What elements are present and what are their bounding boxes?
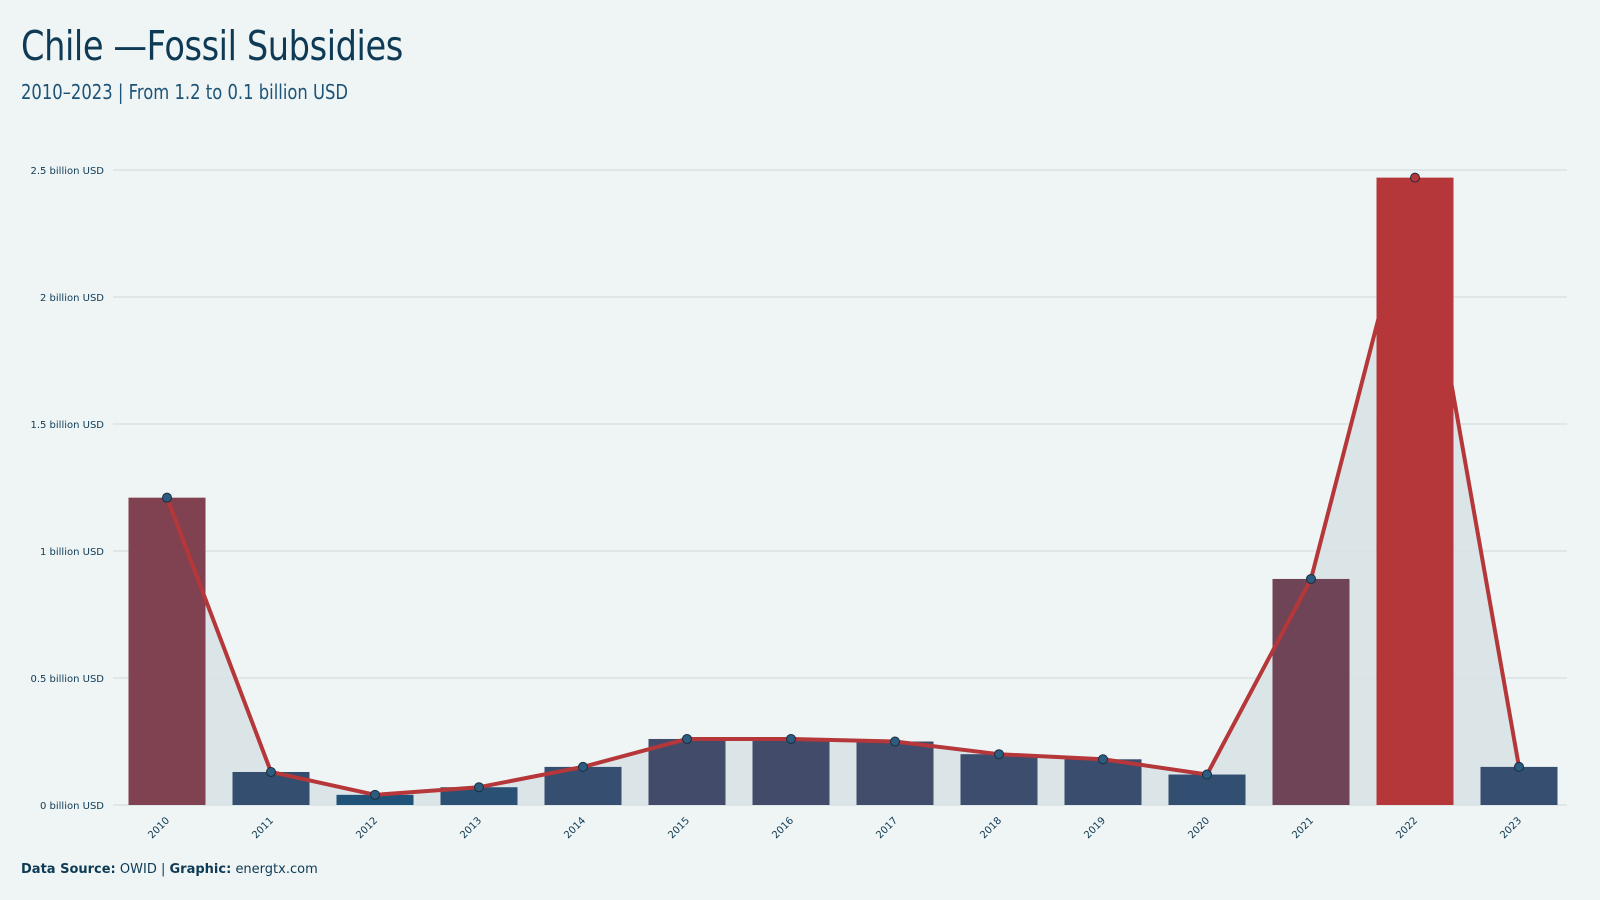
point-2018 (994, 749, 1004, 760)
bar-2012 (336, 794, 414, 805)
bar-2023 (1480, 766, 1558, 805)
source-value: OWID (119, 862, 157, 877)
point-2015 (682, 733, 692, 744)
x-tick-label: 2012 (354, 815, 380, 841)
point-2023 (1514, 761, 1524, 772)
trend-line (165, 175, 1521, 797)
y-tick-label: 1 billion USD (40, 547, 104, 558)
x-tick-label: 2015 (666, 815, 692, 841)
footer-separator: | (160, 862, 166, 877)
bar-2016 (752, 738, 830, 805)
point-2020 (1202, 769, 1212, 780)
source-label: Data Source: (21, 862, 116, 877)
point-2022 (1410, 172, 1420, 183)
bar-2018 (960, 754, 1038, 805)
point-2021 (1306, 573, 1316, 584)
chart-title: Chile —Fossil Subsidies (21, 22, 403, 70)
point-2019 (1098, 754, 1108, 765)
graphic-value[interactable]: energtx.com (235, 862, 318, 877)
point-2012 (370, 789, 380, 800)
line-layer (165, 175, 1521, 797)
x-tick-label: 2017 (874, 815, 900, 841)
x-tick-label: 2020 (1186, 815, 1212, 841)
x-tick-label: 2011 (250, 815, 276, 841)
bar-2022 (1376, 177, 1454, 805)
x-tick-label: 2021 (1290, 815, 1316, 841)
point-2013 (474, 782, 484, 793)
bar-2015 (648, 738, 726, 805)
marker-layer (162, 172, 1524, 800)
y-axis-labels: 0 billion USD 0.5 billion USD 1 billion US… (30, 166, 104, 812)
point-2011 (266, 766, 276, 777)
chart-footer: Data Source: OWID | Graphic: energtx.com (21, 862, 318, 877)
bar-layer (128, 177, 1558, 805)
point-2010 (162, 492, 172, 503)
bar-2019 (1064, 759, 1142, 805)
y-tick-label: 1.5 billion USD (30, 420, 104, 431)
x-tick-label: 2019 (1082, 815, 1108, 841)
y-tick-label: 2.5 billion USD (30, 166, 104, 177)
chart-subtitle: 2010–2023 | From 1.2 to 0.1 billion USD (21, 80, 349, 104)
bar-2017 (856, 741, 934, 805)
x-tick-label: 2023 (1498, 815, 1524, 841)
bar-2013 (440, 787, 518, 805)
bar-2020 (1168, 774, 1246, 805)
x-tick-label: 2013 (458, 815, 484, 841)
graphic-label: Graphic: (169, 862, 232, 877)
y-tick-label: 0.5 billion USD (30, 674, 104, 685)
x-tick-label: 2018 (978, 815, 1004, 841)
x-axis-labels: 2010 2011 2012 2013 2014 2015 2016 2017 2018 2019… (146, 815, 1524, 841)
bar-2021 (1272, 578, 1350, 805)
x-tick-label: 2016 (770, 815, 796, 841)
point-2016 (786, 733, 796, 744)
bar-2010 (128, 497, 206, 805)
x-tick-label: 2010 (146, 815, 172, 841)
y-tick-label: 0 billion USD (40, 801, 104, 812)
point-2014 (578, 761, 588, 772)
x-tick-label: 2022 (1394, 815, 1420, 841)
x-tick-label: 2014 (562, 815, 588, 841)
point-2017 (890, 736, 900, 747)
y-tick-label: 2 billion USD (40, 293, 104, 304)
